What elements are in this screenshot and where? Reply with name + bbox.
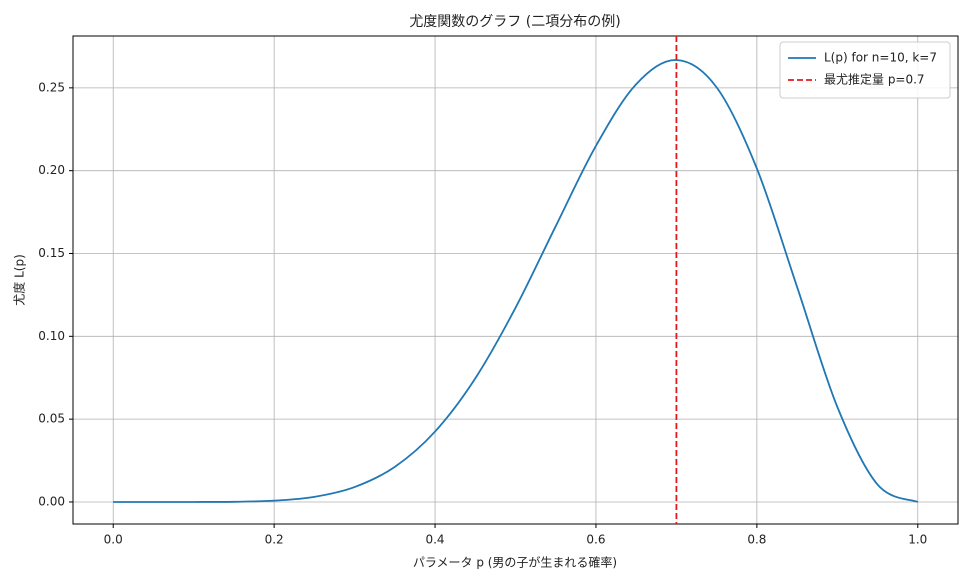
y-tick-label: 0.05 [38,412,65,426]
y-axis-label: 尤度 L(p) [12,254,27,305]
x-tick-label: 0.2 [265,533,284,547]
legend: L(p) for n=10, k=7 最尤推定量 p=0.7 [779,41,951,99]
x-tick-label: 0.4 [425,533,444,547]
x-tick-label: 0.0 [104,533,123,547]
y-tick-label: 0.15 [38,246,65,260]
plot-frame [72,35,959,525]
y-tick-label: 0.00 [38,494,65,508]
y-tick-label: 0.20 [38,163,65,177]
x-tick-label: 0.8 [747,533,766,547]
x-axis-label: パラメータ p (男の子が生まれる確率) [413,555,617,570]
x-tick-label: 0.6 [586,533,605,547]
y-tick-label: 0.25 [38,80,65,94]
line-series [113,59,919,503]
chart-title: 尤度関数のグラフ (二項分布の例) [409,14,620,30]
x-tick-label: 1.0 [908,533,927,547]
legend-label: L(p) for n=10, k=7 [824,51,937,65]
legend-box [779,41,951,99]
legend-label: 最尤推定量 p=0.7 [824,72,925,87]
y-tick-label: 0.10 [38,329,65,343]
